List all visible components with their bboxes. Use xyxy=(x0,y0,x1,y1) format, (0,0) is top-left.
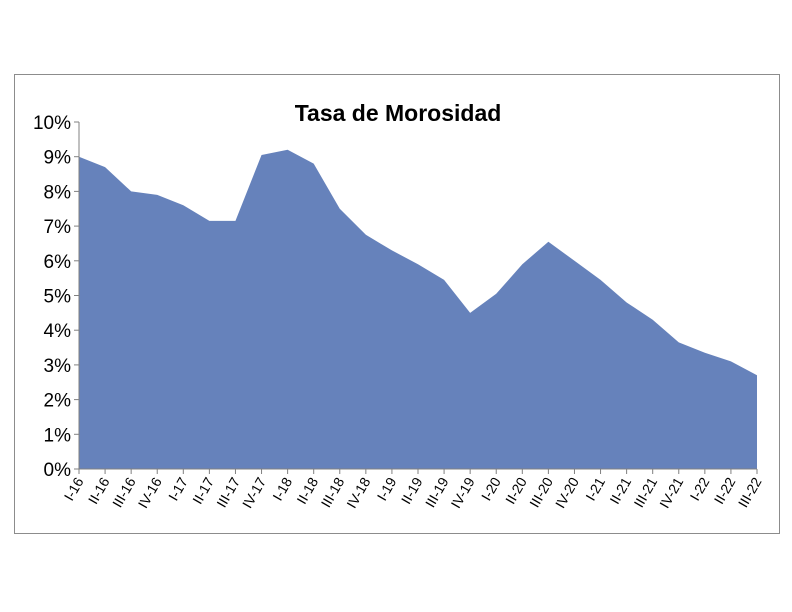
y-tick-label: 0% xyxy=(44,460,72,481)
x-tick-label: I-22 xyxy=(687,474,713,503)
y-tick-label: 8% xyxy=(44,182,72,203)
x-tick-label: III-20 xyxy=(526,474,556,510)
x-tick-label: IV-20 xyxy=(552,474,582,510)
chart-title: Tasa de Morosidad xyxy=(295,100,502,126)
x-tick-label: I-18 xyxy=(269,474,295,503)
y-tick-label: 2% xyxy=(44,391,72,412)
x-tick-label: III-21 xyxy=(630,474,660,510)
x-tick-label: IV-16 xyxy=(135,474,165,510)
y-tick-label: 9% xyxy=(44,148,72,169)
y-tick-label: 3% xyxy=(44,356,72,377)
x-tick-label: III-16 xyxy=(109,474,139,510)
y-tick-label: 1% xyxy=(44,425,72,446)
x-tick-label: III-22 xyxy=(735,474,765,510)
x-tick-label: III-18 xyxy=(318,474,348,510)
y-tick-label: 6% xyxy=(44,252,72,273)
y-tick-label: 5% xyxy=(44,287,72,308)
x-tick-label: IV-21 xyxy=(656,474,686,510)
x-tick-label: I-17 xyxy=(165,474,191,503)
area-series-0 xyxy=(79,149,757,469)
y-tick-label: 10% xyxy=(33,113,71,134)
x-tick-label: IV-18 xyxy=(343,474,373,510)
y-tick-label: 4% xyxy=(44,321,72,342)
x-tick-label: I-21 xyxy=(582,474,608,503)
x-tick-label: I-20 xyxy=(478,474,504,503)
x-tick-label: III-19 xyxy=(422,474,452,510)
y-tick-label: 7% xyxy=(44,217,72,238)
x-tick-label: IV-17 xyxy=(239,474,269,510)
x-tick-label: IV-19 xyxy=(448,474,478,510)
x-tick-label: III-17 xyxy=(213,474,243,510)
x-tick-label: I-19 xyxy=(374,474,400,503)
